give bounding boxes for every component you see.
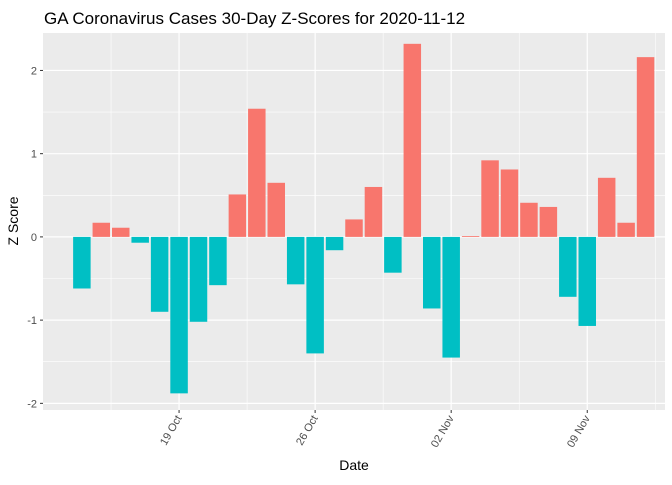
bar xyxy=(267,182,285,237)
bar xyxy=(559,236,577,297)
x-tick-label: 02 Nov xyxy=(429,413,457,450)
y-axis-title: Z Score xyxy=(5,196,21,245)
bar xyxy=(636,57,655,237)
y-tick-label: -1 xyxy=(27,315,37,327)
x-tick-label: 09 Nov xyxy=(565,413,593,450)
y-tick-label: -2 xyxy=(27,398,37,410)
bar xyxy=(325,236,344,251)
bar xyxy=(73,236,91,289)
x-tick-label: 26 Oct xyxy=(294,414,321,448)
bar xyxy=(150,236,169,312)
bar xyxy=(578,236,596,326)
y-axis: -2 -1 0 1 2 xyxy=(27,65,43,410)
grid-major xyxy=(43,33,665,410)
bar xyxy=(112,227,130,237)
bar xyxy=(286,236,305,285)
x-axis: 19 Oct 26 Oct 02 Nov 09 Nov xyxy=(158,410,593,450)
bar xyxy=(423,236,441,309)
bar xyxy=(170,236,188,394)
bar xyxy=(189,236,208,322)
chart-title: GA Coronavirus Cases 30-Day Z-Scores for… xyxy=(44,9,465,28)
bar xyxy=(442,236,460,358)
bar xyxy=(597,177,616,237)
x-tick-label: 19 Oct xyxy=(158,414,185,448)
grid-minor xyxy=(43,33,665,410)
bars xyxy=(73,43,655,394)
y-tick-label: 2 xyxy=(31,65,37,77)
bar xyxy=(500,169,519,237)
bar xyxy=(539,206,558,237)
bar xyxy=(520,202,538,237)
bar xyxy=(345,219,363,237)
bar xyxy=(461,236,480,237)
y-tick-label: 1 xyxy=(31,149,37,161)
bar xyxy=(209,236,227,286)
bar xyxy=(248,108,266,237)
y-tick-label: 0 xyxy=(31,232,37,244)
bar xyxy=(403,43,422,237)
bar xyxy=(481,160,499,237)
bar xyxy=(131,236,149,243)
bar xyxy=(617,222,635,237)
bar xyxy=(228,194,247,237)
bar xyxy=(364,186,383,237)
x-axis-title: Date xyxy=(339,457,369,473)
bar xyxy=(306,236,324,354)
bar xyxy=(92,222,111,237)
bar xyxy=(384,236,402,273)
